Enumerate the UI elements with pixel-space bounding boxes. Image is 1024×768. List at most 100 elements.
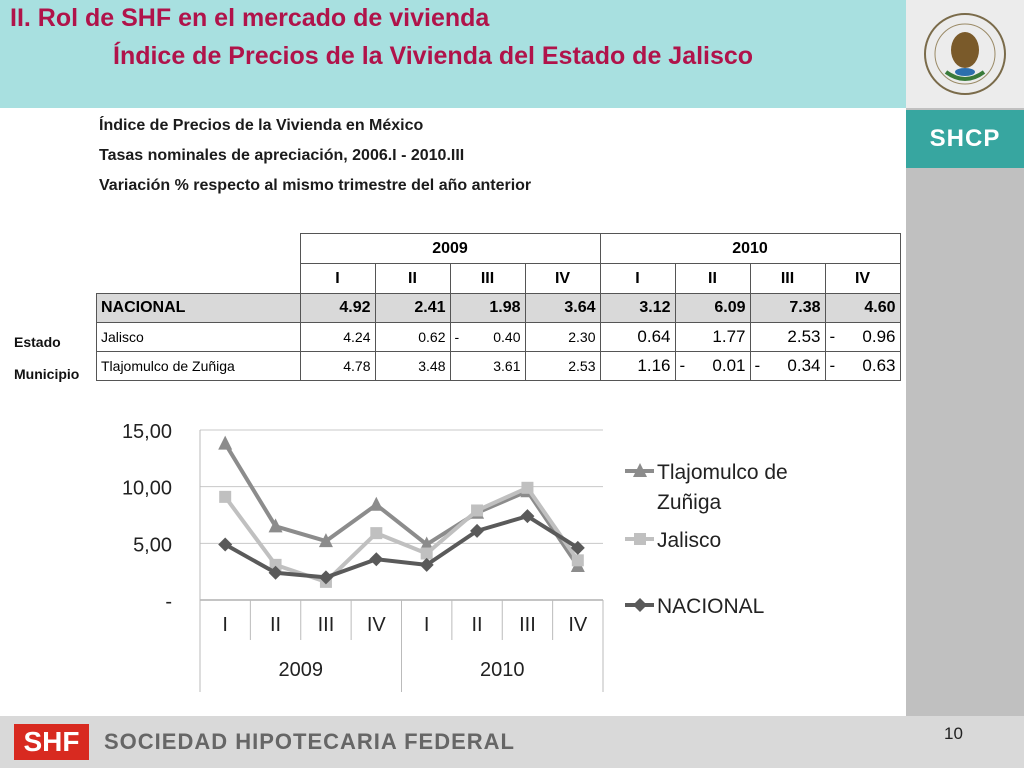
quarter-header: I [299, 263, 376, 294]
row-group-label: Estado [14, 334, 61, 350]
data-point [471, 504, 484, 517]
organization-name: SOCIEDAD HIPOTECARIA FEDERAL [104, 729, 515, 754]
legend-marker [633, 463, 647, 477]
data-point [269, 558, 282, 571]
series-line [223, 485, 580, 584]
table-cell: 2.53 [524, 351, 601, 381]
table-cell: 1.16 [599, 351, 676, 381]
data-point [218, 435, 233, 450]
data-point [520, 509, 535, 524]
table-cell: 0.62 [374, 322, 451, 352]
table-cell: 3.12 [599, 293, 676, 323]
series-line [224, 514, 579, 580]
data-point [419, 536, 434, 551]
table-cell: 6.09 [674, 293, 751, 323]
row-label: Jalisco [96, 322, 301, 352]
quarter-header: II [674, 263, 751, 294]
table-cell: 0.64 [599, 322, 676, 352]
table-heading-2: Tasas nominales de apreciación, 2006.I -… [99, 147, 465, 164]
table-cell: 3.48 [374, 351, 451, 381]
legend-label: Jalisco [657, 529, 721, 552]
table-heading-3: Variación % respecto al mismo trimestre … [99, 177, 532, 194]
national-seal-icon [924, 13, 1006, 95]
table-cell: -0.40 [449, 322, 526, 352]
agency-logo: SHCP [906, 110, 1024, 168]
table-cell: 7.38 [749, 293, 826, 323]
data-point [419, 557, 434, 572]
data-point [268, 565, 283, 580]
legend-label: Tlajomulco de [657, 461, 788, 484]
y-tick-label: - [165, 591, 172, 613]
x-tick-label: II [472, 614, 483, 636]
legend-marker [633, 598, 647, 612]
data-point [218, 537, 233, 552]
quarter-header: II [374, 263, 451, 294]
legend-label: Zuñiga [657, 491, 722, 514]
table-cell: 4.24 [299, 322, 376, 352]
x-tick-label: I [222, 614, 228, 636]
table-cell: 2.41 [374, 293, 451, 323]
table-cell: 3.61 [449, 351, 526, 381]
header-banner [0, 0, 906, 108]
data-point [420, 547, 433, 560]
data-point [370, 527, 383, 540]
table-cell: -0.01 [674, 351, 751, 381]
data-point [219, 490, 232, 503]
data-table: 2009 2010 I II III IV I II III IV NACION… [96, 233, 901, 381]
data-point [318, 533, 333, 548]
data-point [521, 481, 534, 494]
slide-subtitle: Índice de Precios de la Vivienda del Est… [113, 42, 754, 70]
x-tick-label: IV [568, 614, 588, 636]
footer-bar [0, 716, 1024, 768]
x-group-label: 2009 [279, 659, 324, 681]
x-group-label: 2010 [480, 659, 525, 681]
y-tick-label: 15,00 [122, 421, 172, 443]
quarter-header: IV [524, 263, 601, 294]
data-point [369, 496, 384, 511]
table-cell: 1.77 [674, 322, 751, 352]
table-cell: 2.30 [524, 322, 601, 352]
data-point [570, 540, 585, 555]
table-cell: 4.92 [299, 293, 376, 323]
data-point [470, 523, 485, 538]
quarter-header: III [749, 263, 826, 294]
x-tick-label: IV [367, 614, 387, 636]
table-cell: 4.60 [824, 293, 901, 323]
table-cell: 4.78 [299, 351, 376, 381]
legend-label: NACIONAL [657, 595, 764, 618]
table-row: Jalisco 4.24 0.62 -0.40 2.30 0.64 1.77 2… [96, 322, 901, 352]
quarter-header: III [449, 263, 526, 294]
page-number: 10 [944, 724, 963, 743]
table-row: NACIONAL 4.92 2.41 1.98 3.64 3.12 6.09 7… [96, 293, 901, 323]
x-tick-label: III [519, 614, 536, 636]
row-label: Tlajomulco de Zuñiga [96, 351, 301, 381]
data-point [369, 552, 384, 567]
x-tick-label: II [270, 614, 281, 636]
quarter-header: I [599, 263, 676, 294]
table-cell: -0.63 [824, 351, 901, 381]
table-cell: -0.96 [824, 322, 901, 352]
x-tick-label: III [318, 614, 335, 636]
year-header: 2009 [299, 233, 601, 264]
table-cell: 3.64 [524, 293, 601, 323]
slide-title: II. Rol de SHF en el mercado de vivienda [10, 4, 490, 32]
table-heading-1: Índice de Precios de la Vivienda en Méxi… [99, 117, 424, 134]
y-tick-label: 10,00 [122, 478, 172, 500]
x-tick-label: I [424, 614, 430, 636]
data-point [571, 554, 584, 567]
row-label: NACIONAL [96, 293, 301, 323]
seal-box [906, 0, 1024, 108]
series-line [223, 442, 580, 568]
y-tick-label: 5,00 [133, 534, 172, 556]
table-cell: 1.98 [449, 293, 526, 323]
data-point [318, 570, 333, 585]
table-row: Tlajomulco de Zuñiga 4.78 3.48 3.61 2.53… [96, 351, 901, 381]
table-cell: -0.34 [749, 351, 826, 381]
table-cell: 2.53 [749, 322, 826, 352]
data-point [268, 518, 283, 533]
row-group-label: Municipio [14, 366, 80, 382]
quarter-header: IV [824, 263, 901, 294]
shf-logo: SHF [14, 724, 89, 760]
year-header: 2010 [599, 233, 901, 264]
